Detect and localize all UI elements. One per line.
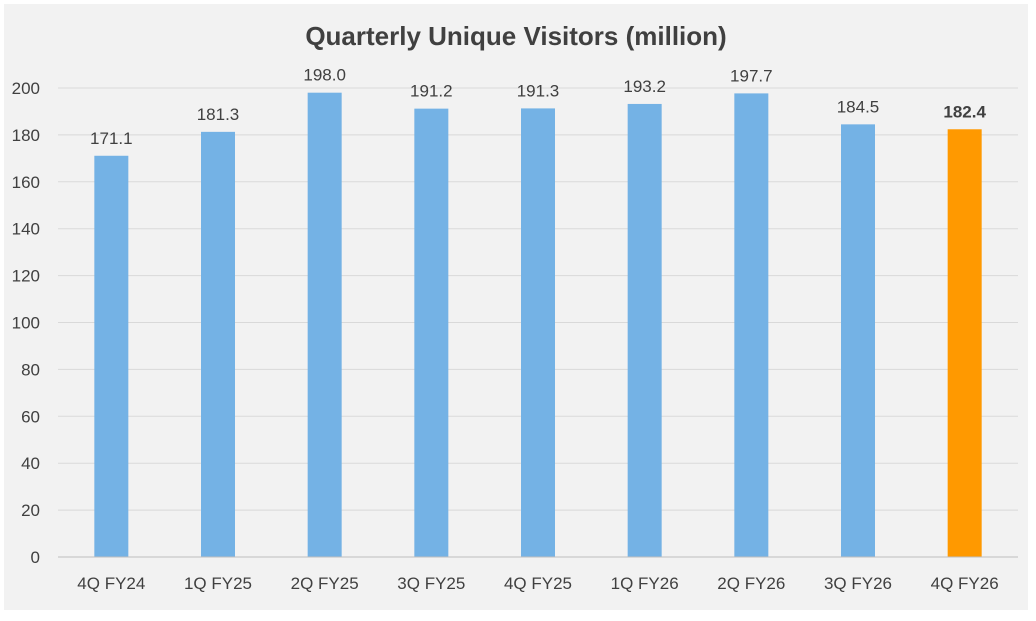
x-tick-label: 4Q FY26 xyxy=(931,574,999,593)
data-label: 197.7 xyxy=(730,66,773,85)
data-label: 191.2 xyxy=(410,82,453,101)
y-tick-label: 20 xyxy=(21,501,40,520)
y-tick-label: 160 xyxy=(12,173,40,192)
data-labels: 171.1 181.3 198.0 191.2 191.3 193.2 197.7 184.5… xyxy=(90,66,986,148)
y-tick-label: 100 xyxy=(12,314,40,333)
bar-1q-fy26 xyxy=(627,103,662,558)
bar-2q-fy25 xyxy=(307,92,342,557)
y-tick-label: 0 xyxy=(31,548,40,567)
x-tick-label: 1Q FY26 xyxy=(611,574,679,593)
bar-1q-fy25 xyxy=(201,131,235,557)
y-tick-label: 80 xyxy=(21,360,40,379)
data-label: 171.1 xyxy=(90,129,133,148)
x-tick-label: 2Q FY25 xyxy=(291,574,359,593)
data-label: 184.5 xyxy=(837,97,880,116)
y-tick-label: 200 xyxy=(12,79,40,98)
data-label: 181.3 xyxy=(197,105,240,124)
bar-4q-fy24 xyxy=(94,155,129,557)
x-tick-label: 1Q FY25 xyxy=(184,574,252,593)
bar-3q-fy25 xyxy=(414,108,449,558)
data-label: 193.2 xyxy=(623,77,666,96)
x-axis-labels: 4Q FY24 1Q FY25 2Q FY25 3Q FY25 4Q FY25 1Q FY… xyxy=(77,574,998,593)
y-tick-label: 120 xyxy=(12,267,40,286)
chart-title: Quarterly Unique Visitors (million) xyxy=(305,21,726,51)
y-tick-label: 180 xyxy=(12,126,40,145)
data-label: 191.3 xyxy=(517,81,560,100)
y-tick-label: 140 xyxy=(12,220,40,239)
bar-2q-fy26 xyxy=(734,93,769,558)
bar-4q-fy25 xyxy=(521,108,555,558)
y-axis-ticks: 0 20 40 60 80 100 120 140 160 180 200 xyxy=(12,79,40,567)
y-tick-label: 40 xyxy=(21,454,40,473)
bars xyxy=(94,92,982,558)
x-tick-label: 3Q FY26 xyxy=(824,574,892,593)
x-tick-label: 3Q FY25 xyxy=(397,574,465,593)
y-tick-label: 60 xyxy=(21,407,40,426)
bar-4q-fy26 xyxy=(947,129,982,557)
x-tick-label: 4Q FY24 xyxy=(77,574,145,593)
x-tick-label: 2Q FY26 xyxy=(717,574,785,593)
bar-3q-fy26 xyxy=(841,124,875,557)
data-label: 182.4 xyxy=(943,102,986,121)
x-tick-label: 4Q FY25 xyxy=(504,574,572,593)
data-label: 198.0 xyxy=(303,66,346,85)
